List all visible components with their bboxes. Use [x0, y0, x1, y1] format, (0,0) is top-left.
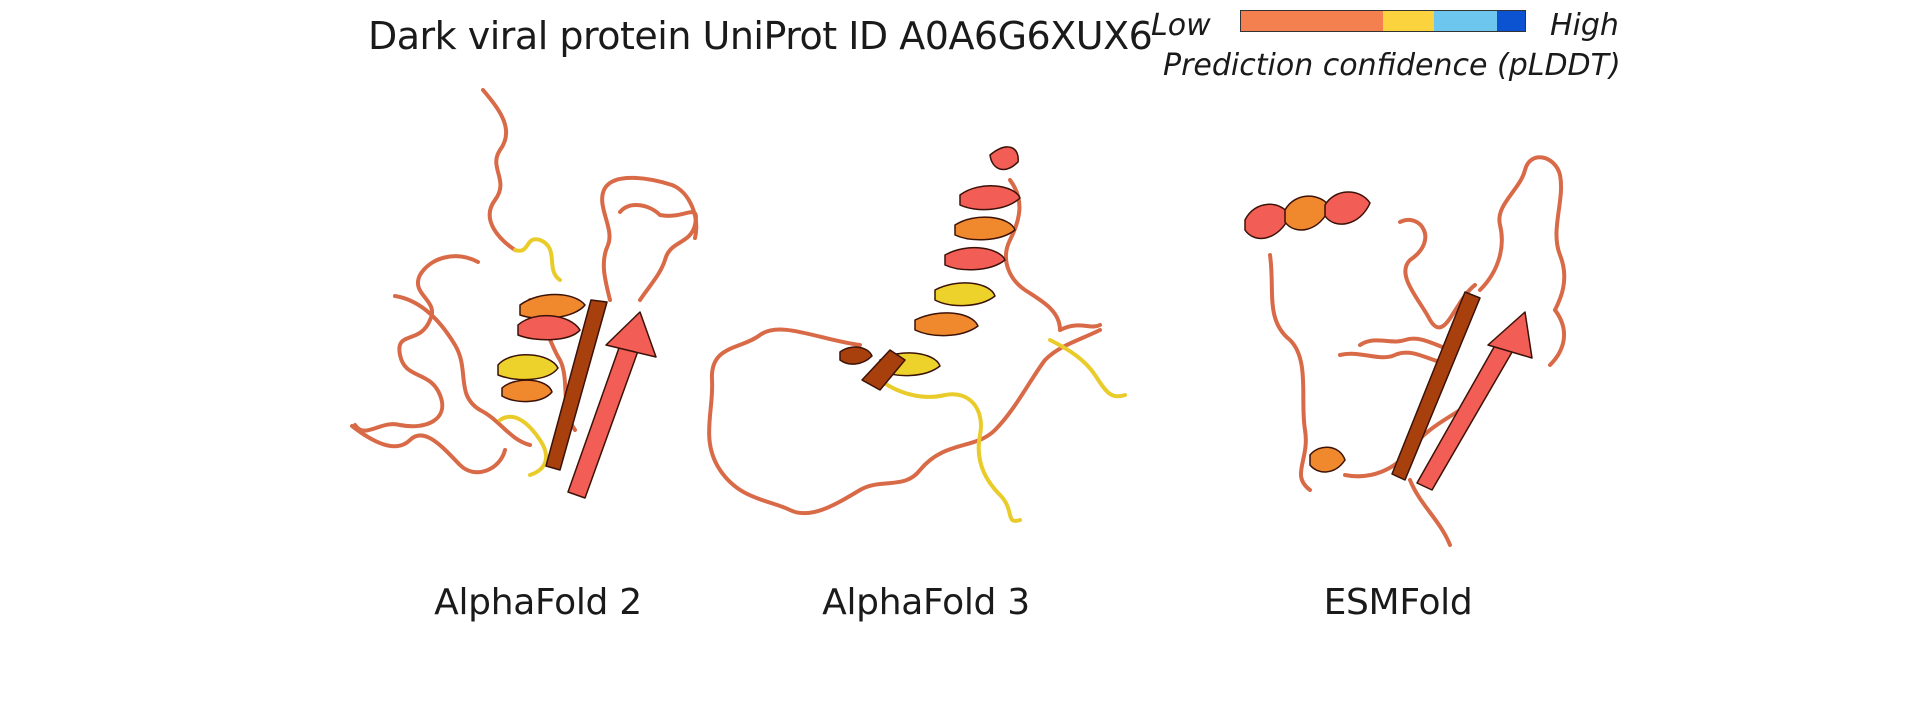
af3-coil	[709, 180, 1125, 521]
esm-helix-turn	[1285, 196, 1330, 230]
af3-helix-turn	[960, 186, 1020, 210]
esm-coil-segment	[1270, 255, 1310, 490]
esm-helix-turn	[1245, 204, 1290, 238]
af2-coil-segment	[515, 239, 560, 280]
alphafold2-structure	[352, 90, 696, 498]
af3-helix-turn	[840, 347, 872, 364]
model-label-esmfold: ESMFold	[1324, 582, 1473, 623]
af3-helix-turn	[990, 147, 1018, 170]
af2-coil	[352, 90, 696, 475]
af2-helix-turn	[498, 355, 558, 380]
model-label-alphafold2: AlphaFold 2	[434, 582, 642, 623]
af3-coil-segment	[995, 330, 1100, 430]
esm-coil-segment	[1360, 339, 1450, 350]
af3-helix-turn	[955, 217, 1015, 240]
af2-coil-segment	[352, 426, 505, 472]
esm-helix-turn	[1310, 447, 1345, 472]
af3-helix-turn	[935, 283, 995, 306]
af2-coil-segment	[355, 256, 478, 430]
model-label-alphafold3: AlphaFold 3	[822, 582, 1030, 623]
af2-coil-segment	[620, 205, 696, 300]
af3-coil-segment	[1060, 325, 1100, 330]
af2-helix-turn	[518, 316, 580, 340]
af2-coil-segment	[483, 90, 515, 250]
esm-coil-segment	[1550, 310, 1564, 365]
af3-helix-turn	[915, 313, 978, 336]
esm-strands	[1392, 292, 1532, 490]
esm-coil-segment	[1480, 157, 1564, 310]
af3-helix	[840, 147, 1020, 376]
af2-coil-segment	[500, 417, 546, 475]
af2-strand-arrow	[606, 312, 656, 357]
af2-helix-turn	[502, 380, 552, 401]
alphafold3-structure	[709, 147, 1125, 521]
esm-coil-segment	[1340, 353, 1440, 362]
esmfold-structure	[1245, 157, 1564, 545]
esm-helix	[1245, 192, 1370, 472]
esm-helix-turn	[1325, 192, 1370, 224]
af3-helix-turn	[945, 248, 1005, 270]
